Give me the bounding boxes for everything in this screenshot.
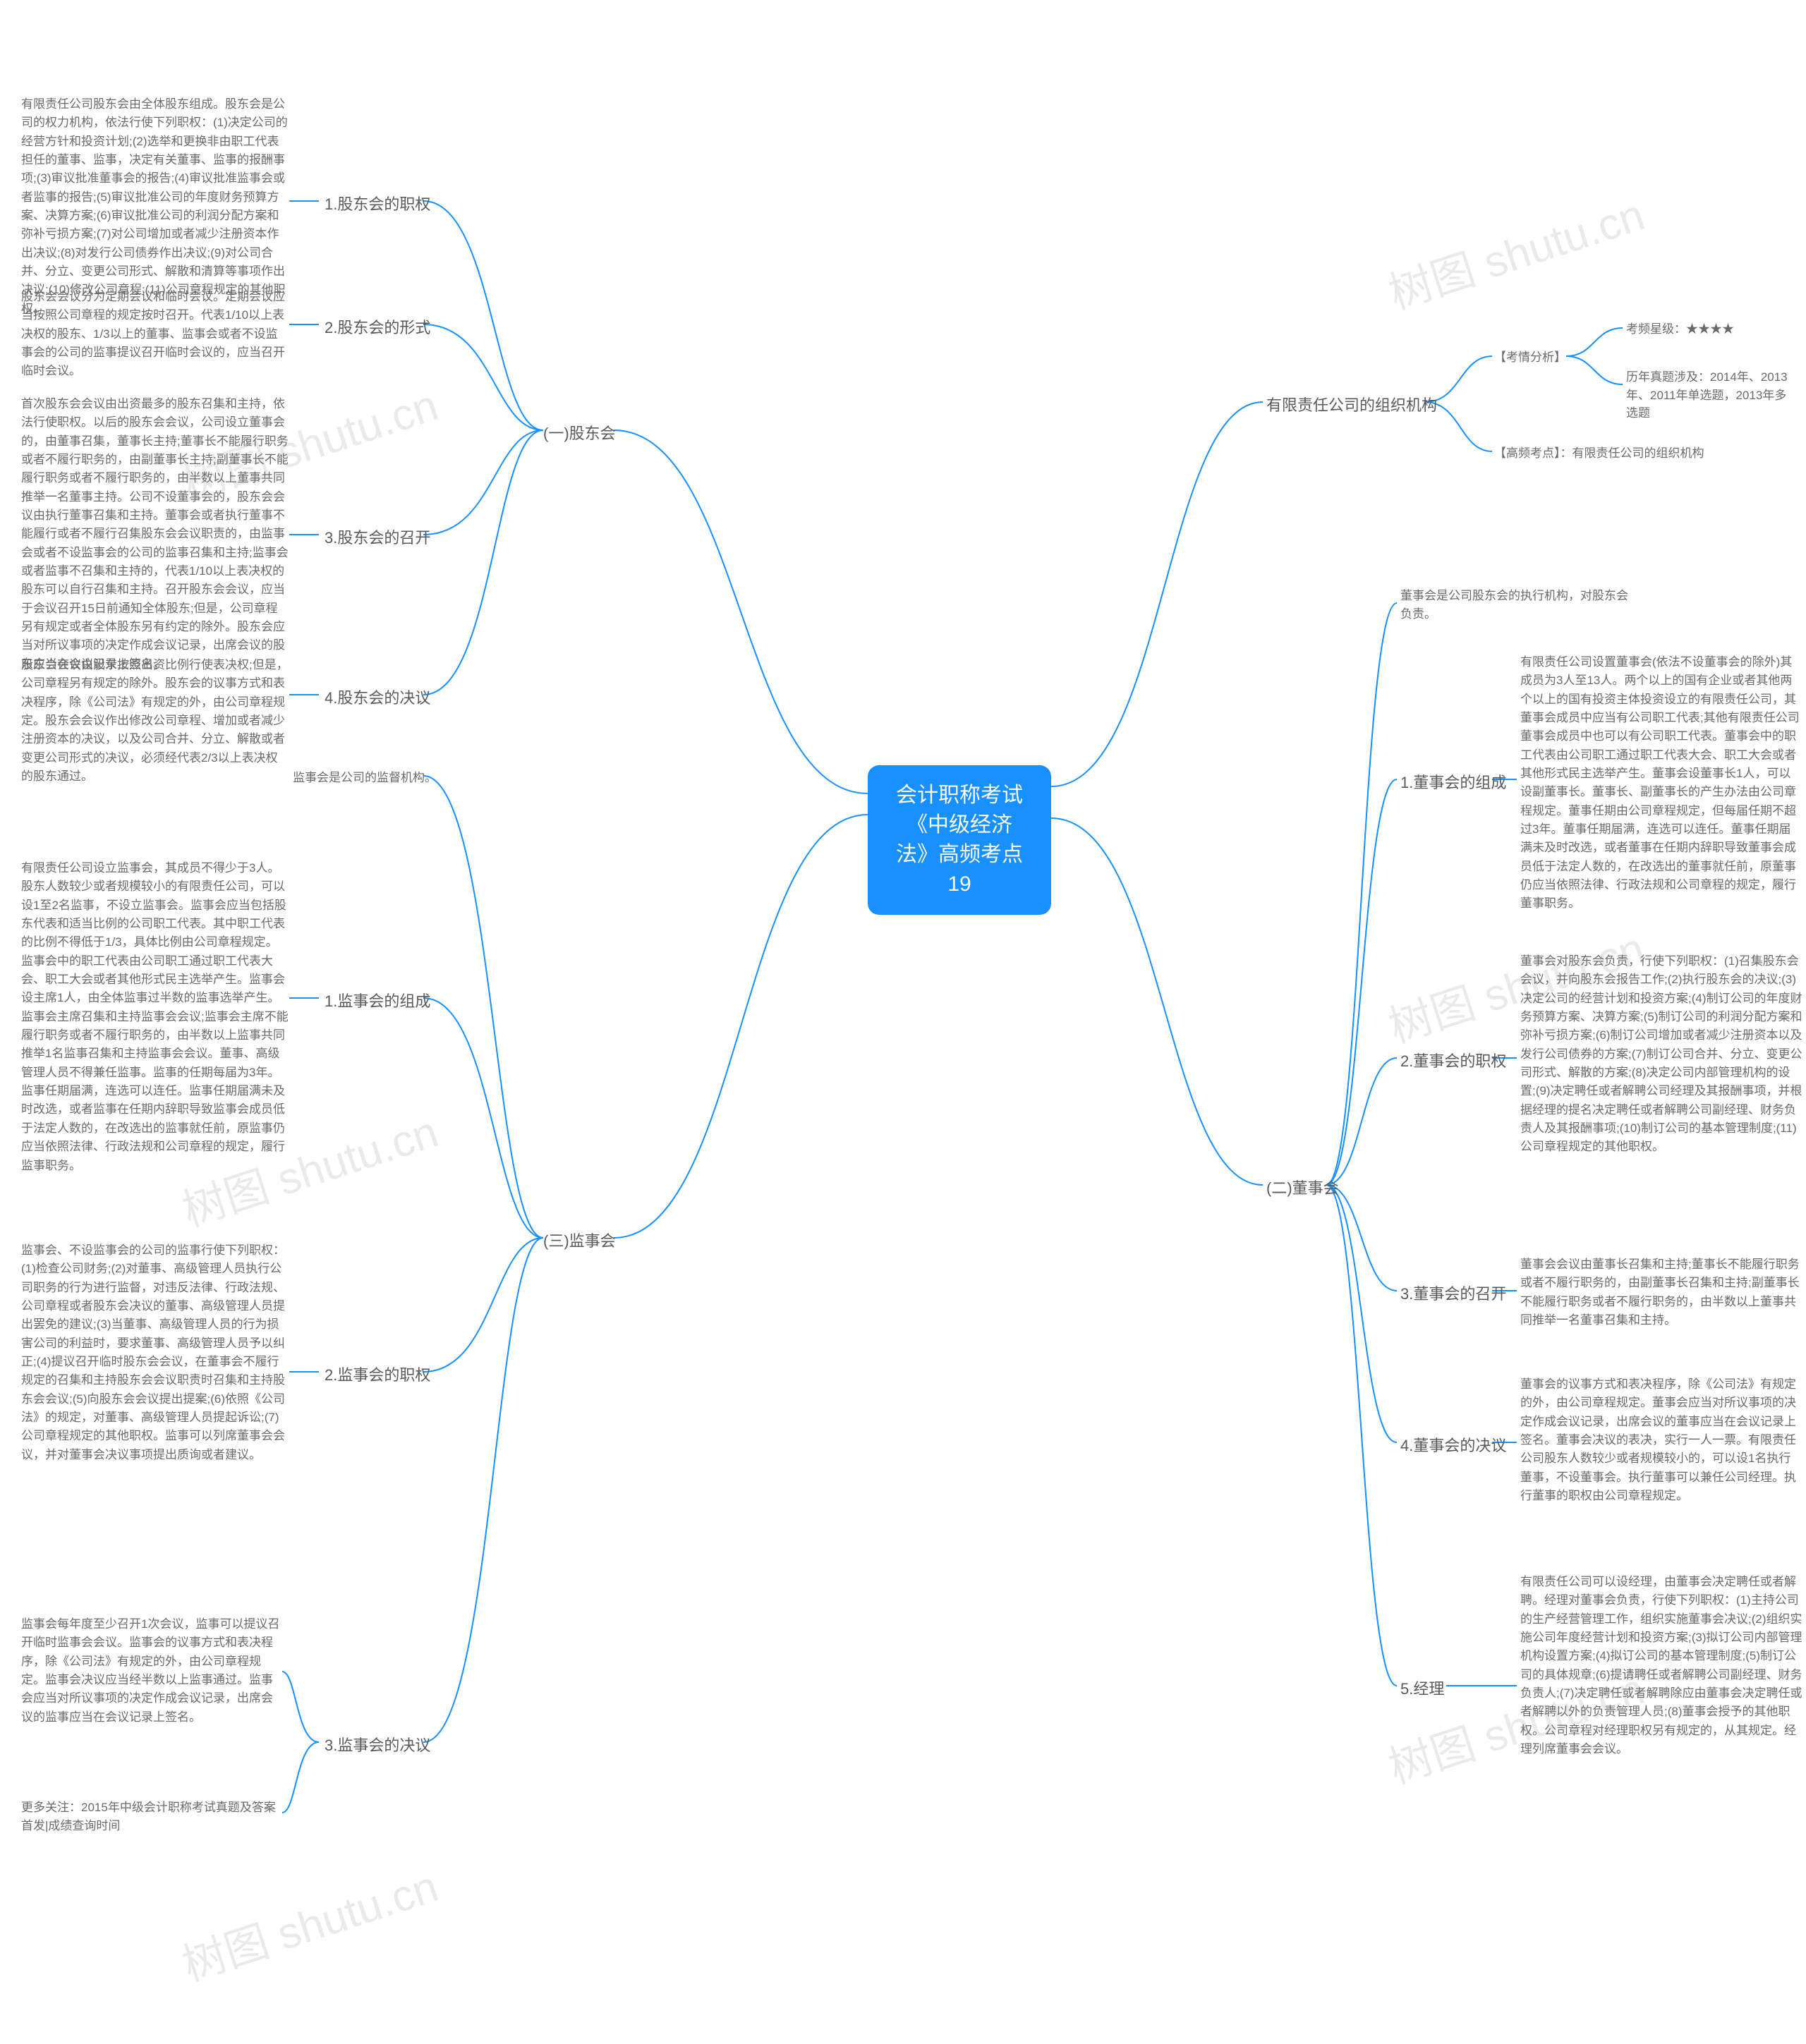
node-1-1-text: 有限责任公司股东会由全体股东组成。股东会是公司的权力机构，依法行使下列职权：(1… — [21, 95, 289, 318]
center-topic: 会计职称考试《中级经济法》高频考点19 — [868, 765, 1051, 915]
node-2-1-text: 有限责任公司设置董事会(依法不设董事会的除外)其成员为3人至13人。两个以上的国… — [1520, 653, 1802, 913]
node-1-2-text: 股东会会议分为定期会议和临时会议。定期会议应当按照公司章程的规定按时召开。代表1… — [21, 288, 289, 381]
node-1-4-text: 股东会会议由股东按照出资比例行使表决权;但是，公司章程另有规定的除外。股东会的议… — [21, 656, 289, 786]
node-3-2-label: 2.监事会的职权 — [325, 1363, 430, 1387]
node-3-1-text: 有限责任公司设立监事会，其成员不得少于3人。股东人数较少或者规模较小的有限责任公… — [21, 859, 289, 1175]
org-analysis-label: 【考情分析】 — [1494, 348, 1566, 367]
node-1-3-text: 首次股东会会议由出资最多的股东召集和主持，依法行使职权。以后的股东会会议，公司设… — [21, 395, 289, 674]
node-3-2-text: 监事会、不设监事会的公司的监事行使下列职权：(1)检查公司财务;(2)对董事、高… — [21, 1241, 289, 1464]
node-2-2-label: 2.董事会的职权 — [1400, 1050, 1506, 1073]
node-2-3-label: 3.董事会的召开 — [1400, 1282, 1506, 1306]
section-directors: (二)董事会 — [1266, 1176, 1339, 1200]
org-hf: 【高频考点】：有限责任公司的组织机构 — [1494, 444, 1704, 463]
section-shareholders: (一)股东会 — [543, 422, 616, 445]
watermark: 树图 shutu.cn — [173, 1851, 444, 1993]
node-1-4-label: 4.股东会的决议 — [325, 686, 430, 710]
section-org: 有限责任公司的组织机构 — [1266, 394, 1437, 417]
watermark: 树图 shutu.cn — [1379, 179, 1651, 322]
node-1-1-label: 1.股东会的职权 — [325, 193, 430, 216]
node-3-intro: 监事会是公司的监督机构。 — [293, 769, 437, 787]
node-2-4-label: 4.董事会的决议 — [1400, 1434, 1506, 1457]
section-supervisory: (三)监事会 — [543, 1229, 616, 1253]
node-1-3-label: 3.股东会的召开 — [325, 526, 430, 549]
node-2-intro: 董事会是公司股东会的执行机构，对股东会负责。 — [1400, 587, 1633, 624]
node-3-1-label: 1.监事会的组成 — [325, 990, 430, 1013]
org-freq: 考频星级：★★★★ — [1626, 320, 1734, 339]
node-3-3-text2: 更多关注：2015年中级会计职称考试真题及答案首发|成绩查询时间 — [21, 1799, 282, 1836]
node-3-3-text1: 监事会每年度至少召开1次会议，监事可以提议召开临时监事会会议。监事会的议事方式和… — [21, 1615, 282, 1727]
node-2-5-label: 5.经理 — [1400, 1677, 1444, 1701]
node-1-2-label: 2.股东会的形式 — [325, 316, 430, 339]
node-2-2-text: 董事会对股东会负责，行使下列职权：(1)召集股东会会议，并向股东会报告工作;(2… — [1520, 952, 1802, 1157]
node-2-1-label: 1.董事会的组成 — [1400, 771, 1506, 794]
node-2-5-text: 有限责任公司可以设经理，由董事会决定聘任或者解聘。经理对董事会负责，行使下列职权… — [1520, 1573, 1802, 1758]
org-hist: 历年真题涉及：2014年、2013年、2011年单选题，2013年多选题 — [1626, 368, 1795, 422]
node-2-4-text: 董事会的议事方式和表决程序，除《公司法》有规定的外，由公司章程规定。董事会应当对… — [1520, 1375, 1802, 1505]
node-2-3-text: 董事会会议由董事长召集和主持;董事长不能履行职务或者不履行职务的，由副董事长召集… — [1520, 1255, 1802, 1330]
node-3-3-label: 3.监事会的决议 — [325, 1734, 430, 1757]
